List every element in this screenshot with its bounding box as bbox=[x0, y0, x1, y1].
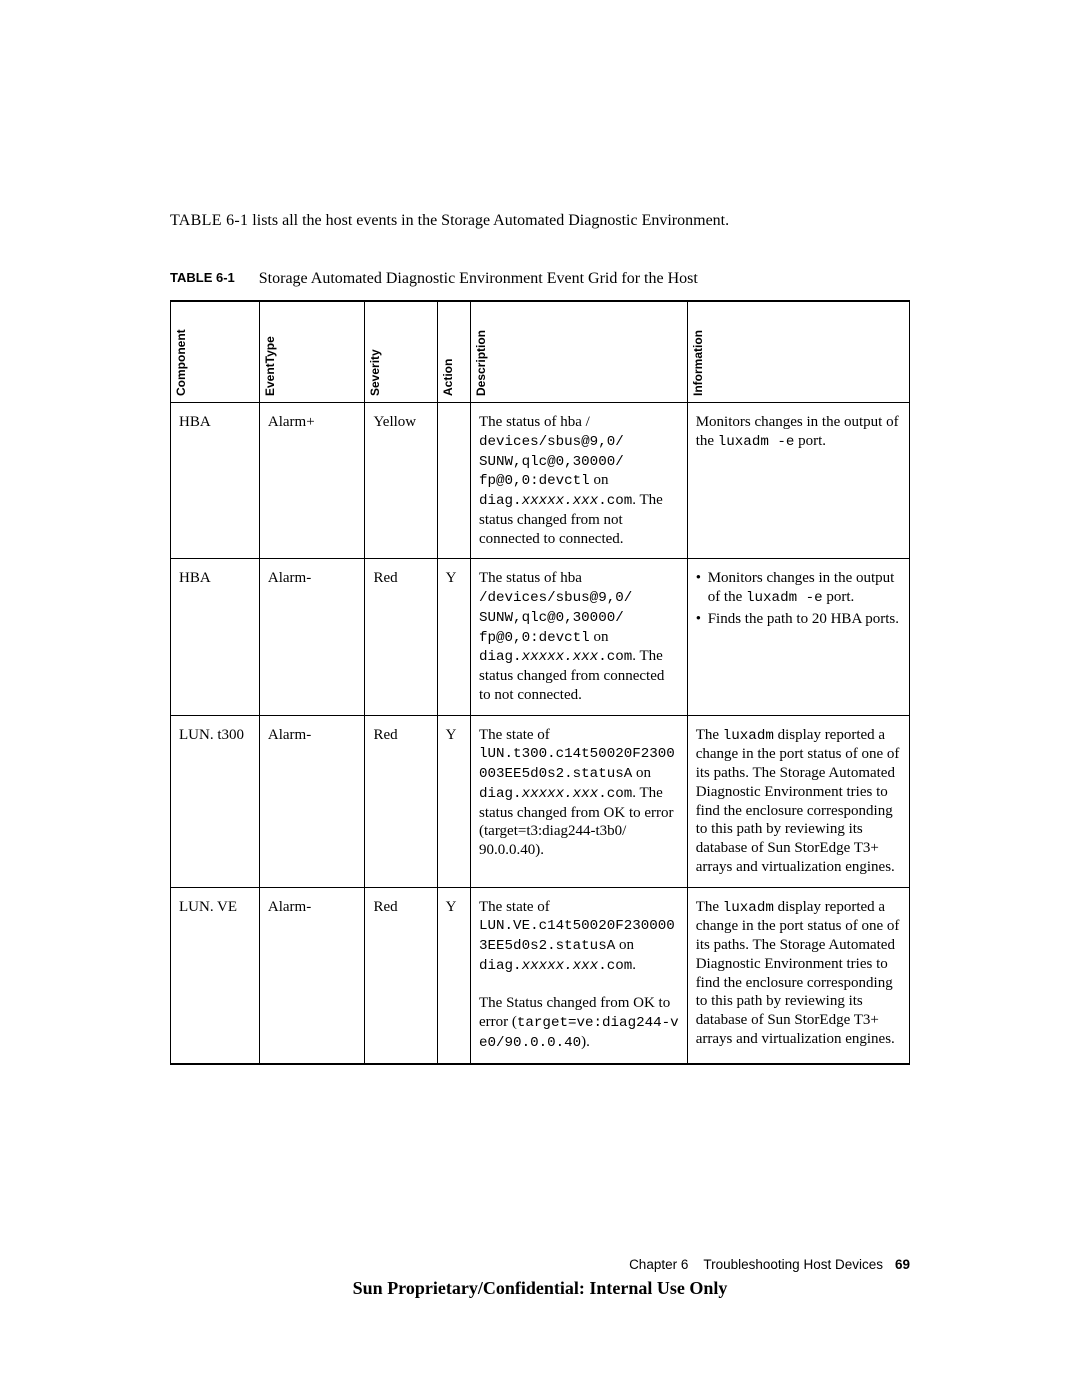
footer-pagenum: 69 bbox=[895, 1257, 910, 1272]
cell-information: Monitors changes in the output of the lu… bbox=[687, 559, 909, 715]
table-caption: TABLE 6-1 Storage Automated Diagnostic E… bbox=[170, 270, 910, 288]
table-row: LUN. VE Alarm- Red Y The state of LUN.VE… bbox=[171, 887, 910, 1064]
table-row: HBA Alarm+ Yellow The status of hba / de… bbox=[171, 403, 910, 559]
cell-component: HBA bbox=[171, 403, 260, 559]
cell-description: The state of lUN.t300.c14t50020F2300003E… bbox=[471, 715, 688, 887]
footer-title: Troubleshooting Host Devices bbox=[703, 1257, 883, 1272]
cell-eventtype: Alarm- bbox=[259, 887, 365, 1064]
cell-information: The luxadm display reported a change in … bbox=[687, 715, 909, 887]
col-header-severity: Severity bbox=[365, 301, 437, 403]
cell-information: Monitors changes in the output of the lu… bbox=[687, 403, 909, 559]
cell-description: The state of LUN.VE.c14t50020F2300003EE5… bbox=[471, 887, 688, 1064]
cell-component: LUN. VE bbox=[171, 887, 260, 1064]
cell-information: The luxadm display reported a change in … bbox=[687, 887, 909, 1064]
cell-severity: Red bbox=[365, 887, 437, 1064]
intro-table-ref: TABLE 6-1 bbox=[170, 212, 248, 229]
cell-severity: Yellow bbox=[365, 403, 437, 559]
cell-component: HBA bbox=[171, 559, 260, 715]
cell-severity: Red bbox=[365, 559, 437, 715]
table-caption-label: TABLE 6-1 bbox=[170, 270, 235, 288]
table-row: HBA Alarm- Red Y The status of hba /devi… bbox=[171, 559, 910, 715]
table-caption-text: Storage Automated Diagnostic Environment… bbox=[259, 270, 698, 288]
cell-description: The status of hba / devices/sbus@9,0/ SU… bbox=[471, 403, 688, 559]
bullet-item: Monitors changes in the output of the lu… bbox=[696, 569, 901, 608]
footer-chapter: Chapter 6 bbox=[629, 1257, 688, 1272]
intro-text: lists all the host events in the Storage… bbox=[248, 212, 729, 229]
cell-component: LUN. t300 bbox=[171, 715, 260, 887]
event-grid-table: Component EventType Severity Action Desc… bbox=[170, 300, 910, 1065]
bullet-item: Finds the path to 20 HBA ports. bbox=[696, 610, 901, 629]
cell-description: The status of hba /devices/sbus@9,0/ SUN… bbox=[471, 559, 688, 715]
col-header-information: Information bbox=[687, 301, 909, 403]
intro-paragraph: TABLE 6-1 lists all the host events in t… bbox=[170, 212, 910, 230]
col-header-description: Description bbox=[471, 301, 688, 403]
cell-action: Y bbox=[437, 715, 470, 887]
page-footer: Chapter 6 Troubleshooting Host Devices 69… bbox=[170, 1257, 910, 1299]
col-header-eventtype: EventType bbox=[259, 301, 365, 403]
page-root: TABLE 6-1 lists all the host events in t… bbox=[0, 0, 1080, 1397]
footer-confidential: Sun Proprietary/Confidential: Internal U… bbox=[170, 1278, 910, 1299]
cell-action bbox=[437, 403, 470, 559]
col-header-component: Component bbox=[171, 301, 260, 403]
cell-eventtype: Alarm- bbox=[259, 715, 365, 887]
cell-action: Y bbox=[437, 887, 470, 1064]
cell-severity: Red bbox=[365, 715, 437, 887]
col-header-action: Action bbox=[437, 301, 470, 403]
table-row: LUN. t300 Alarm- Red Y The state of lUN.… bbox=[171, 715, 910, 887]
cell-action: Y bbox=[437, 559, 470, 715]
cell-eventtype: Alarm- bbox=[259, 559, 365, 715]
footer-line: Chapter 6 Troubleshooting Host Devices 69 bbox=[170, 1257, 910, 1272]
cell-eventtype: Alarm+ bbox=[259, 403, 365, 559]
